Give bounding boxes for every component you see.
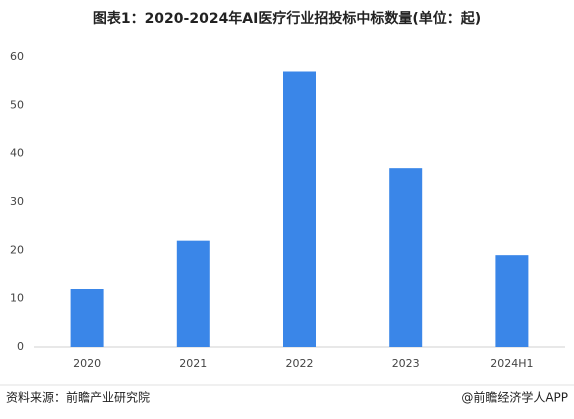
y-tick-label: 60 [10,50,24,63]
bar [283,71,316,347]
bar [70,289,104,347]
chart-title: 图表1：2020-2024年AI医疗行业招投标中标数量(单位：起) [93,10,481,27]
y-tick-label: 10 [10,292,24,305]
x-tick-label: 2022 [286,357,314,370]
x-tick-label: 2024H1 [490,357,533,370]
y-tick-label: 40 [10,147,24,160]
bar [176,240,210,347]
x-tick-label: 2020 [73,357,101,370]
bar [389,168,423,347]
y-tick-label: 0 [17,340,24,353]
x-tick-label: 2023 [392,357,420,370]
source: 资料来源：前瞻产业研究院 [6,390,150,405]
y-tick-label: 20 [10,243,24,256]
y-tick-label: 30 [10,195,24,208]
x-tick-label: 2021 [179,357,207,370]
bar [495,255,529,347]
y-tick-label: 50 [10,98,24,111]
credit: @前瞻经济学人APP [461,390,568,405]
